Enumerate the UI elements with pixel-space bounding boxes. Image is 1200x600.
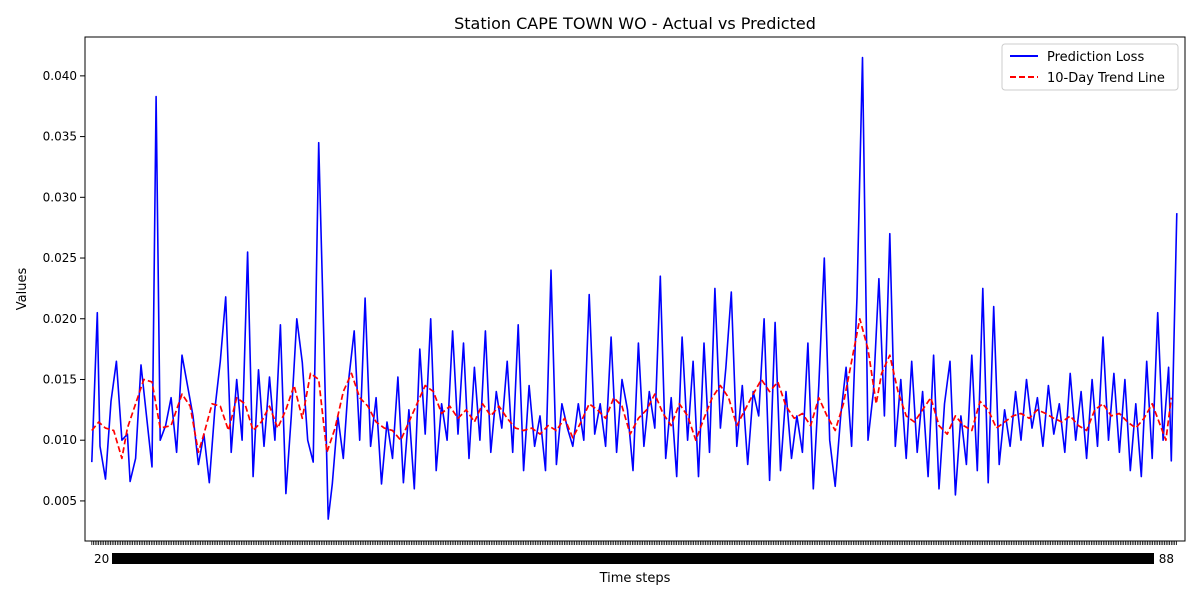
legend-box [1001, 43, 1179, 91]
y-tick-label: 0.040 [43, 69, 77, 83]
y-tick-label: 0.010 [43, 433, 77, 447]
y-tick-label: 0.025 [43, 251, 77, 265]
legend-label-prediction-loss: Prediction Loss [1047, 50, 1144, 65]
plot-area [91, 56, 1178, 520]
x-tick-label-right: 88 [1159, 552, 1174, 566]
y-axis-ticks: 0.005 0.010 0.015 0.020 0.025 0.030 0.035 0.040 [43, 69, 85, 508]
x-axis-ticks [91, 541, 1177, 564]
legend-label-trend-line: 10-Day Trend Line [1047, 71, 1165, 86]
x-axis-label: Time steps [599, 571, 671, 586]
legend: Prediction Loss 10-Day Trend Line [1001, 43, 1179, 91]
x-tick-labels-overlap [112, 553, 1154, 564]
y-axis-label: Values [15, 268, 30, 311]
series-line-trend-line [91, 317, 1173, 460]
y-tick-label: 0.035 [43, 130, 77, 144]
chart-title: Station CAPE TOWN WO - Actual vs Predict… [454, 14, 816, 33]
y-tick-label: 0.020 [43, 312, 77, 326]
plot-frame [84, 36, 1186, 542]
y-tick-label: 0.030 [43, 190, 77, 204]
y-tick-label: 0.015 [43, 372, 77, 386]
x-tick-label-left: 20 [94, 552, 109, 566]
y-tick-label: 0.005 [43, 494, 77, 508]
